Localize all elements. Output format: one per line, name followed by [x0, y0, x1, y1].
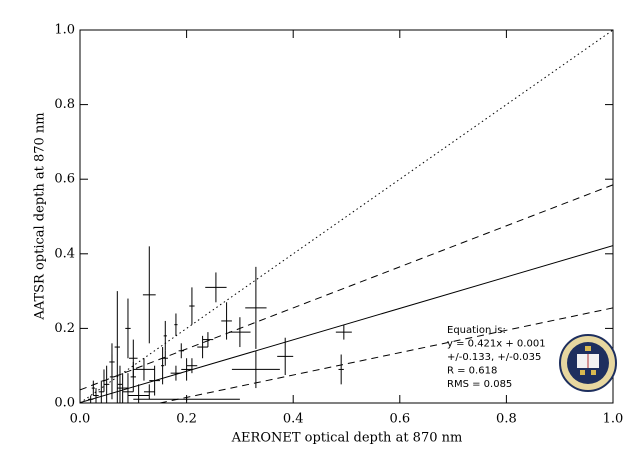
x-axis-label: AERONET optical depth at 870 nm [231, 431, 463, 446]
x-tick-label: 0.0 [70, 412, 91, 427]
annotation: Equation is: y = 0.421x + 0.001 +/-0.133, … [447, 325, 546, 390]
fit-line [80, 30, 613, 403]
annotation-line: y = 0.421x + 0.001 [447, 339, 546, 350]
x-tick-label: 1.0 [603, 412, 624, 427]
annotation-line: Equation is: [447, 325, 506, 336]
oxford-crest [559, 334, 617, 392]
annotation-line: RMS = 0.085 [447, 379, 512, 390]
plot-area [80, 30, 613, 403]
annotation-line: R = 0.618 [447, 366, 497, 377]
plot-frame [79, 29, 614, 404]
x-tick-label: 0.8 [496, 412, 517, 427]
y-tick-label: 0.8 [54, 97, 75, 112]
y-tick-label: 0.2 [54, 321, 75, 336]
y-tick-label: 0.6 [54, 172, 75, 187]
x-tick-label: 0.2 [176, 412, 197, 427]
annotation-line: +/-0.133, +/-0.035 [447, 352, 541, 363]
x-tick-label: 0.6 [389, 412, 410, 427]
fit-line [159, 307, 613, 403]
y-tick-label: 0.4 [54, 246, 75, 261]
fit-line [80, 245, 613, 403]
y-tick-label: 1.0 [54, 23, 75, 38]
y-axis-label: AATSR optical depth at 870 nm [33, 112, 48, 320]
x-tick-label: 0.4 [283, 412, 304, 427]
y-tick-label: 0.0 [54, 396, 75, 411]
